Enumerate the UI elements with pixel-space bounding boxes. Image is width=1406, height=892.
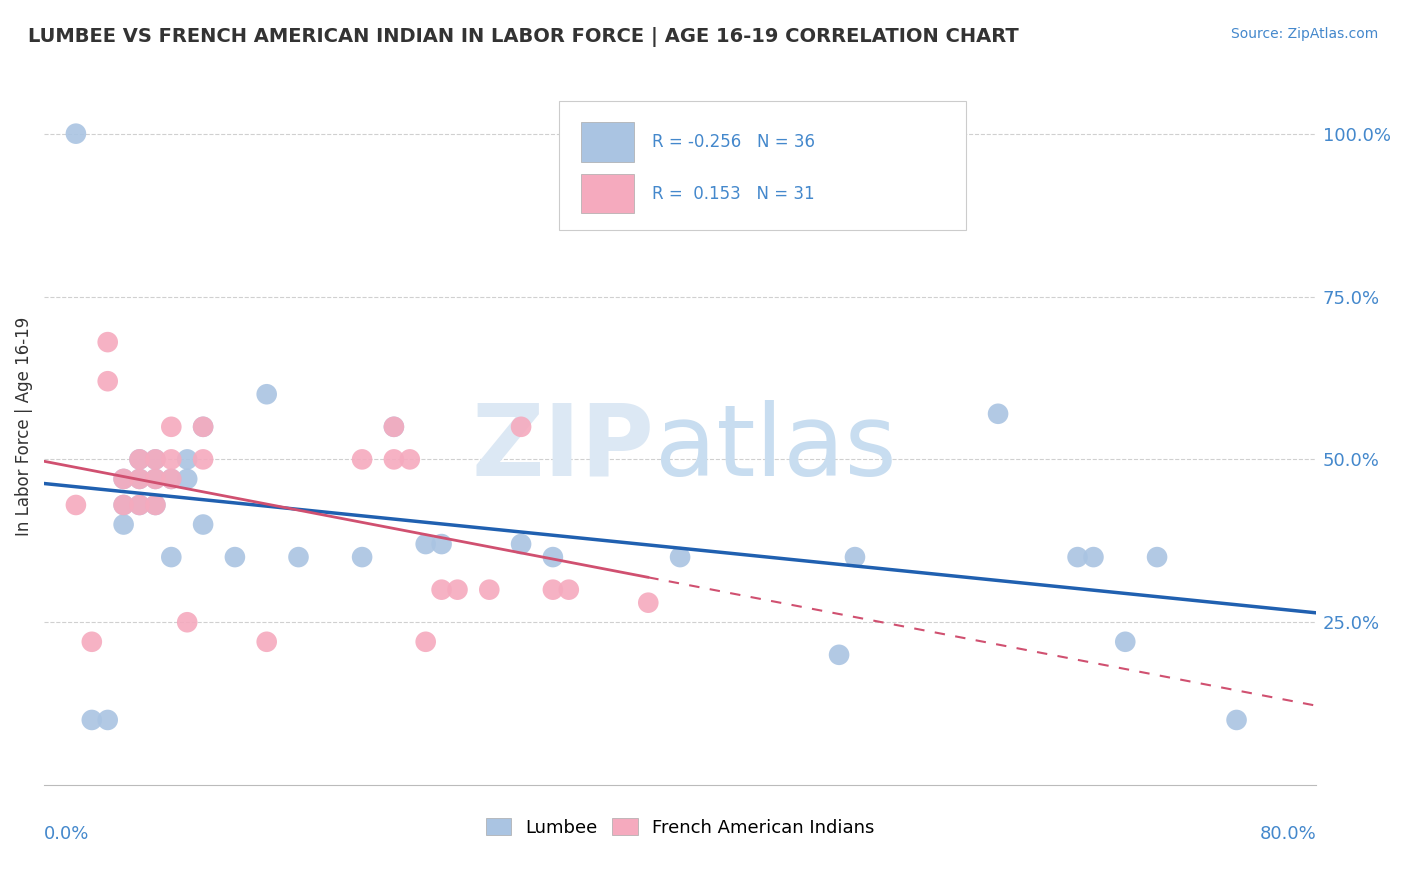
Point bbox=[224, 550, 246, 565]
Point bbox=[415, 537, 437, 551]
Point bbox=[256, 634, 278, 648]
Point bbox=[128, 498, 150, 512]
Point bbox=[112, 498, 135, 512]
Point bbox=[382, 419, 405, 434]
Text: 0.0%: 0.0% bbox=[44, 824, 90, 843]
Point bbox=[65, 498, 87, 512]
Point bbox=[160, 419, 183, 434]
Point bbox=[80, 713, 103, 727]
FancyBboxPatch shape bbox=[560, 101, 966, 230]
Point bbox=[446, 582, 468, 597]
Point bbox=[382, 419, 405, 434]
Point bbox=[97, 374, 120, 388]
Point bbox=[1083, 550, 1105, 565]
Point bbox=[176, 615, 198, 630]
FancyBboxPatch shape bbox=[581, 174, 634, 213]
Point bbox=[112, 472, 135, 486]
Point bbox=[191, 419, 214, 434]
Point bbox=[1066, 550, 1088, 565]
Point bbox=[112, 517, 135, 532]
Point bbox=[112, 498, 135, 512]
Point bbox=[80, 634, 103, 648]
Point bbox=[160, 472, 183, 486]
Text: LUMBEE VS FRENCH AMERICAN INDIAN IN LABOR FORCE | AGE 16-19 CORRELATION CHART: LUMBEE VS FRENCH AMERICAN INDIAN IN LABO… bbox=[28, 27, 1019, 46]
Point bbox=[160, 550, 183, 565]
Point bbox=[128, 452, 150, 467]
Point bbox=[191, 517, 214, 532]
Text: 80.0%: 80.0% bbox=[1260, 824, 1316, 843]
Point bbox=[541, 582, 564, 597]
Point bbox=[541, 550, 564, 565]
Point bbox=[176, 452, 198, 467]
Point bbox=[398, 452, 420, 467]
Point bbox=[128, 498, 150, 512]
Point bbox=[160, 452, 183, 467]
Point bbox=[430, 582, 453, 597]
Point bbox=[145, 472, 167, 486]
FancyBboxPatch shape bbox=[581, 122, 634, 161]
Point bbox=[669, 550, 692, 565]
Point bbox=[828, 648, 851, 662]
Point bbox=[510, 419, 533, 434]
Point bbox=[987, 407, 1010, 421]
Point bbox=[145, 452, 167, 467]
Point bbox=[145, 472, 167, 486]
Point bbox=[256, 387, 278, 401]
Point bbox=[1225, 713, 1247, 727]
Point bbox=[352, 550, 374, 565]
Point bbox=[191, 419, 214, 434]
Point bbox=[382, 452, 405, 467]
Point bbox=[558, 582, 581, 597]
Point bbox=[145, 498, 167, 512]
Y-axis label: In Labor Force | Age 16-19: In Labor Force | Age 16-19 bbox=[15, 318, 32, 536]
Point bbox=[112, 472, 135, 486]
Point bbox=[128, 472, 150, 486]
Point bbox=[160, 472, 183, 486]
Point bbox=[1114, 634, 1136, 648]
Legend: Lumbee, French American Indians: Lumbee, French American Indians bbox=[478, 811, 882, 844]
Point bbox=[145, 498, 167, 512]
Text: ZIP: ZIP bbox=[472, 400, 655, 497]
Point bbox=[97, 713, 120, 727]
Point bbox=[287, 550, 309, 565]
Point bbox=[65, 127, 87, 141]
Point bbox=[510, 537, 533, 551]
Point bbox=[128, 472, 150, 486]
Point bbox=[145, 452, 167, 467]
Point bbox=[415, 634, 437, 648]
Point bbox=[478, 582, 501, 597]
Point bbox=[191, 452, 214, 467]
Point bbox=[97, 335, 120, 350]
Text: R = -0.256   N = 36: R = -0.256 N = 36 bbox=[652, 133, 815, 151]
Point bbox=[844, 550, 866, 565]
Point bbox=[1146, 550, 1168, 565]
Point bbox=[128, 452, 150, 467]
Point bbox=[637, 596, 659, 610]
Text: Source: ZipAtlas.com: Source: ZipAtlas.com bbox=[1230, 27, 1378, 41]
Text: R =  0.153   N = 31: R = 0.153 N = 31 bbox=[652, 185, 814, 202]
Point bbox=[430, 537, 453, 551]
Point bbox=[352, 452, 374, 467]
Point bbox=[176, 472, 198, 486]
Text: atlas: atlas bbox=[655, 400, 896, 497]
